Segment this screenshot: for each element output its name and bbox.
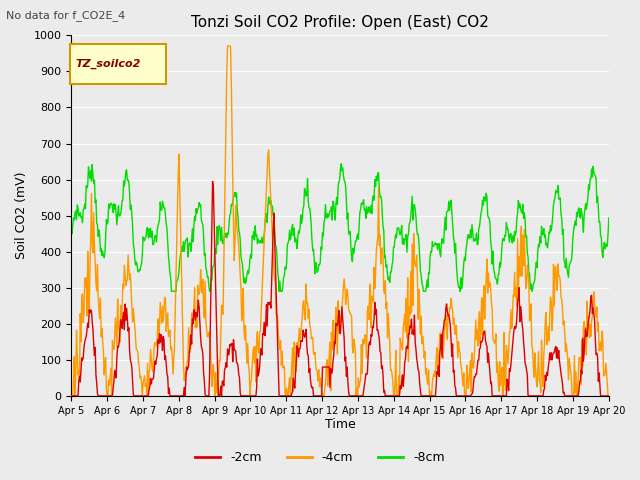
Text: No data for f_CO2E_4: No data for f_CO2E_4	[6, 10, 125, 21]
-4cm	[67, 393, 75, 399]
-2cm	[67, 393, 75, 399]
-4cm	[216, 357, 223, 363]
-2cm	[422, 393, 429, 399]
Legend: -2cm, -4cm, -8cm: -2cm, -4cm, -8cm	[190, 446, 450, 469]
-2cm	[216, 392, 224, 397]
-4cm	[422, 371, 429, 377]
-8cm	[337, 161, 345, 167]
-8cm	[132, 259, 140, 265]
-2cm	[605, 393, 612, 399]
Line: -2cm: -2cm	[71, 181, 609, 396]
Text: TZ_soilco2: TZ_soilco2	[76, 59, 141, 69]
FancyBboxPatch shape	[70, 44, 166, 84]
-4cm	[406, 312, 414, 318]
-8cm	[67, 226, 75, 232]
-4cm	[77, 339, 85, 345]
-4cm	[224, 43, 232, 49]
-2cm	[406, 324, 414, 329]
-8cm	[605, 215, 612, 221]
-4cm	[605, 393, 612, 399]
-2cm	[209, 179, 216, 184]
-2cm	[132, 393, 140, 399]
-4cm	[187, 342, 195, 348]
X-axis label: Time: Time	[324, 419, 355, 432]
Title: Tonzi Soil CO2 Profile: Open (East) CO2: Tonzi Soil CO2 Profile: Open (East) CO2	[191, 15, 489, 30]
-8cm	[216, 227, 224, 233]
Line: -4cm: -4cm	[71, 46, 609, 396]
-8cm	[407, 215, 415, 220]
-2cm	[187, 332, 195, 338]
Y-axis label: Soil CO2 (mV): Soil CO2 (mV)	[15, 172, 28, 259]
-8cm	[422, 283, 430, 289]
-8cm	[188, 238, 195, 244]
-8cm	[77, 215, 85, 220]
Line: -8cm: -8cm	[71, 164, 609, 291]
-4cm	[132, 347, 140, 352]
-2cm	[77, 368, 85, 373]
-8cm	[168, 288, 175, 294]
